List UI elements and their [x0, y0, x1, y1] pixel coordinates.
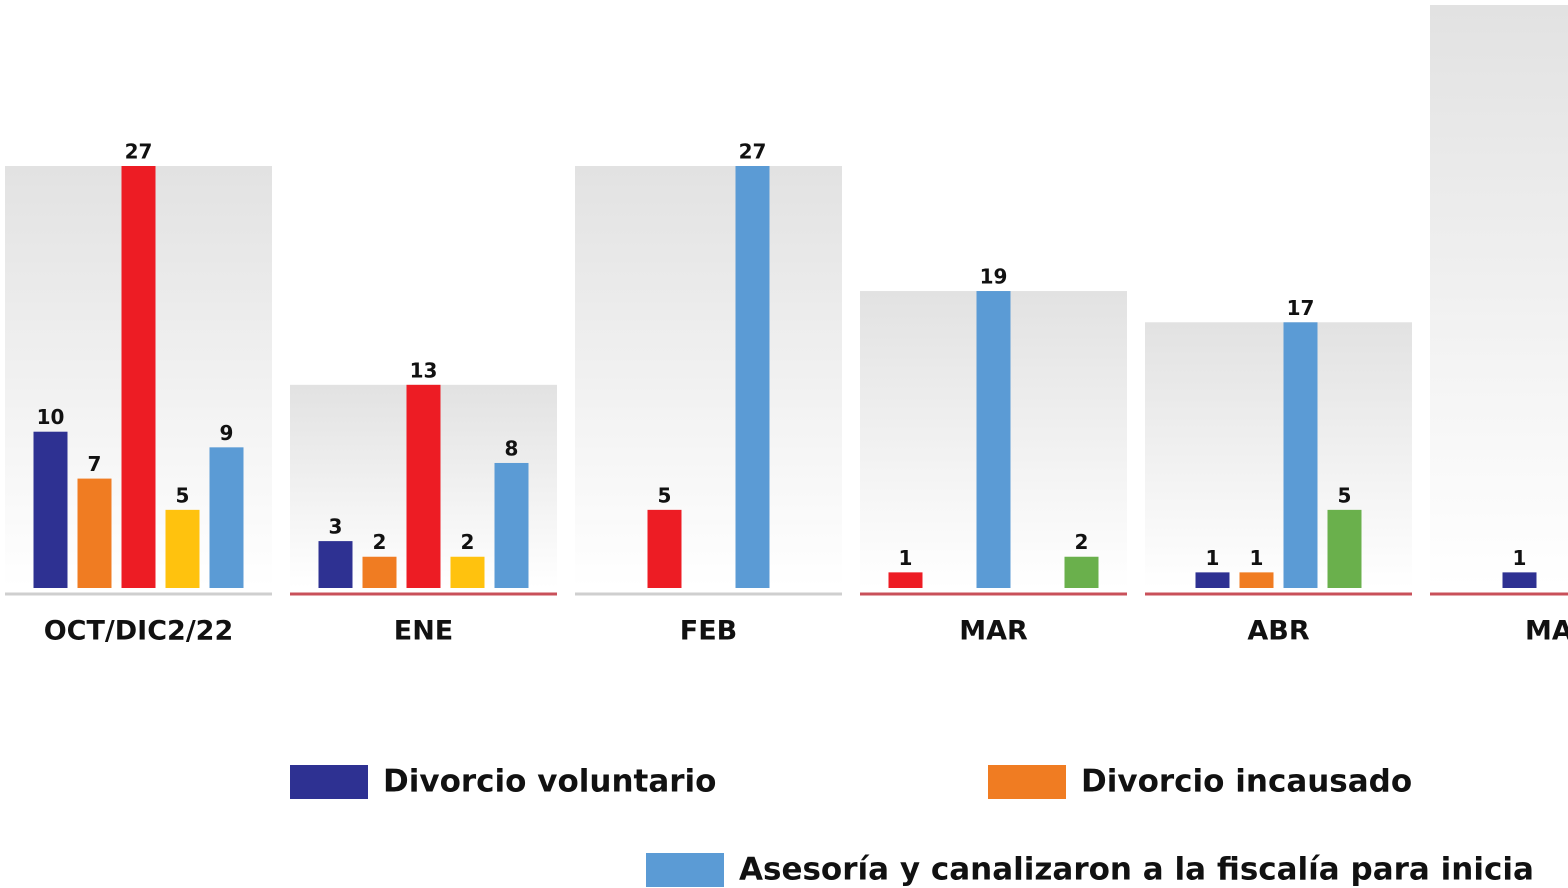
bar — [209, 447, 244, 588]
legend-swatch — [646, 853, 724, 887]
x-tick-label: OCT/DIC2/22 — [44, 616, 234, 647]
value-label: 2 — [461, 530, 475, 554]
legend-label: Divorcio voluntario — [383, 764, 716, 800]
value-label: 17 — [1287, 296, 1315, 320]
bar — [494, 462, 529, 588]
bar — [165, 509, 200, 588]
value-label: 10 — [37, 405, 65, 429]
bar — [33, 431, 68, 588]
value-label: 1 — [1250, 546, 1264, 570]
value-label: 27 — [739, 140, 767, 164]
group-background — [575, 166, 842, 588]
value-label: 2 — [373, 530, 387, 554]
x-tick-label: FEB — [680, 616, 737, 647]
bar — [318, 541, 353, 588]
value-label: 5 — [176, 483, 190, 507]
value-label: 8 — [505, 436, 519, 460]
value-label: 1 — [1513, 546, 1527, 570]
group-background — [1145, 322, 1412, 588]
value-label: 13 — [410, 358, 438, 382]
x-tick-label: ENE — [394, 616, 453, 647]
x-tick-label: MA — [1525, 616, 1568, 647]
bar — [450, 556, 485, 588]
value-label: 5 — [1338, 483, 1352, 507]
value-label: 7 — [88, 452, 102, 476]
bar — [735, 166, 770, 588]
value-label: 3 — [329, 515, 343, 539]
bar — [1195, 572, 1230, 588]
value-label: 19 — [980, 265, 1008, 289]
legend-swatch — [290, 765, 368, 799]
bar — [77, 478, 112, 588]
x-tick-label: MAR — [959, 616, 1028, 647]
value-label: 27 — [125, 140, 153, 164]
legend-swatch — [988, 765, 1066, 799]
bar — [647, 509, 682, 588]
bar — [1327, 509, 1362, 588]
bar — [1239, 572, 1274, 588]
value-label: 1 — [899, 546, 913, 570]
value-label: 9 — [220, 421, 234, 445]
bar — [976, 291, 1011, 588]
value-label: 2 — [1075, 530, 1089, 554]
bar — [1502, 572, 1537, 588]
bar — [1064, 556, 1099, 588]
bar — [1283, 322, 1318, 588]
bar — [888, 572, 923, 588]
legend-label: Asesoría y canalizaron a la fiscalía par… — [739, 852, 1534, 888]
legend-label: Divorcio incausado — [1081, 764, 1412, 800]
value-label: 5 — [658, 483, 672, 507]
value-label: 1 — [1206, 546, 1220, 570]
x-tick-label: ABR — [1247, 616, 1309, 647]
bar — [362, 556, 397, 588]
bar — [406, 384, 441, 588]
group-background — [1430, 5, 1568, 588]
bar — [121, 166, 156, 588]
